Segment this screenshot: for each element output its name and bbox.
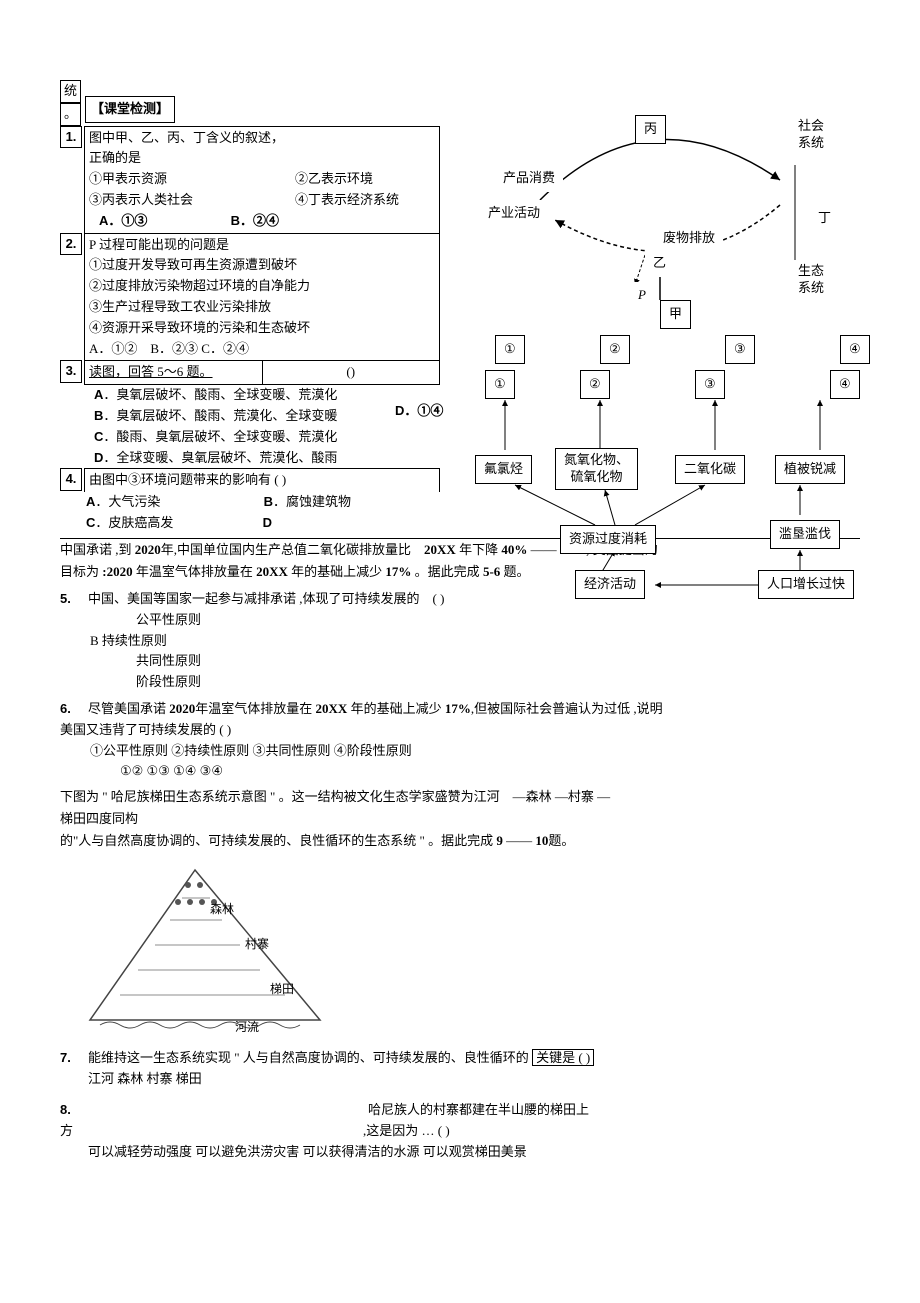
q2-text: P 过程可能出现的问题是 [89, 235, 435, 256]
d1-n3: ③ [725, 335, 755, 364]
d2-renkou: 人口增长过快 [758, 570, 854, 599]
q3-paren: () [262, 360, 441, 385]
q8-text1: 哈尼族人的村寨都建在半山腰的梯田上 [88, 1100, 860, 1121]
q7-text-a: 能维持这一生态系统实现 " 人与自然高度协调的、可持续发展的、良性循环的 [88, 1050, 529, 1065]
q2-line4: ④资源开采导致环境的污染和生态破坏 [89, 318, 435, 339]
pyramid-river: 河流 [235, 1018, 259, 1037]
intro910-line3: 的"人与自然高度协调的、可持续发展的、良性循环的生态系统 " 。据此完成 9 —… [60, 830, 860, 852]
d2-co2: 二氧化碳 [675, 455, 745, 484]
d2-n4: ④ [830, 370, 860, 399]
intro910-line1: 下图为 " 哈尼族梯田生态系统示意图 " 。这一结构被文化生态学家盛赞为江河 —… [60, 786, 860, 808]
q5-opt3: 共同性原则 [60, 651, 860, 672]
q2-line2: ②过度排放污染物超过环境的自净能力 [89, 276, 435, 297]
q1-choiceA: A．①③ [99, 213, 147, 228]
pyramid-diagram: 森林 村寨 梯田 河流 [60, 860, 370, 1040]
d1-chanye: 产业活动 [480, 200, 548, 227]
q3-text: 读图，回答 5～6 题。 [84, 360, 262, 385]
d1-bing: 丙 [635, 115, 666, 144]
q4-optB: B [264, 494, 273, 509]
q2-choiceD: D．①④ [395, 401, 443, 422]
diagram-system: 丙 社会系统 产品消费 产业活动 丁 废物排放 乙 生态系统 P 甲 ① ② ③… [460, 110, 870, 360]
q3-optC: C．酸雨、臭氧层破坏、全球变暖、荒漠化 [84, 427, 440, 448]
q1-opt1: ①甲表示资源 [89, 169, 295, 190]
q1-opt2: ②乙表示环境 [295, 169, 435, 190]
d1-feiwu: 废物排放 [655, 225, 723, 252]
d2-zhibei: 植被锐减 [775, 455, 845, 484]
d1-n4: ④ [840, 335, 870, 364]
q8-opts: 可以减轻劳动强度 可以避免洪涝灾害 可以获得清洁的水源 可以观赏梯田美景 [60, 1142, 860, 1163]
d2-lanken: 滥垦滥伐 [770, 520, 840, 549]
q6-line3: ①公平性原则 ②持续性原则 ③共同性原则 ④阶段性原则 [60, 741, 860, 762]
q6-line2: 美国又违背了可持续发展的 ( ) [60, 720, 860, 741]
q2-line1: ①过度开发导致可再生资源遭到破坏 [89, 255, 435, 276]
d2-fly: 氟氯烃 [475, 455, 532, 484]
q7-opts: 江河 森林 村寨 梯田 [88, 1069, 860, 1090]
q8-text2: 方 [60, 1121, 73, 1142]
d1-p: P [630, 282, 654, 309]
q5-opt1: 公平性原则 [88, 610, 860, 631]
q5-opt4: 阶段性原则 [60, 672, 860, 693]
q3-optA: A．臭氧层破坏、酸雨、全球变暖、荒漠化 [84, 385, 440, 406]
header-dot: 。 [60, 103, 81, 126]
q2-choices: A．①② B．②③ C．②④ [89, 341, 249, 356]
q5-number: 5. [60, 589, 88, 610]
q1-opt4: ④丁表示经济系统 [295, 190, 435, 211]
q4-number: 4. [60, 468, 82, 491]
section-title: 【课堂检测】 [85, 96, 175, 123]
q4-optA: A [86, 494, 95, 509]
d1-yi: 乙 [645, 250, 674, 277]
header-char: 统 [60, 80, 81, 103]
d1-n2: ② [600, 335, 630, 364]
d1-chanpin: 产品消费 [495, 165, 563, 192]
q1-number: 1. [60, 126, 82, 149]
q4-optC: C [86, 515, 95, 530]
pyramid-terrace: 梯田 [270, 980, 294, 999]
q4-optD: D [263, 515, 272, 530]
d1-jia: 甲 [660, 300, 691, 329]
d2-dan: 氮氧化物、硫氧化物 [555, 448, 638, 490]
d1-shehui: 社会系统 [790, 115, 832, 155]
d2-ziyuan: 资源过度消耗 [560, 525, 656, 554]
q3-optB: B．臭氧层破坏、酸雨、荒漠化、全球变暖 [84, 406, 440, 427]
d2-n3: ③ [695, 370, 725, 399]
q8-number: 8. [60, 1100, 88, 1121]
intro910-line2: 梯田四度同构 [60, 808, 860, 830]
q1-text: 图中甲、乙、丙、丁含义的叙述，正确的是 [89, 128, 295, 170]
d1-ding: 丁 [810, 205, 839, 232]
q6-number: 6. [60, 699, 88, 720]
pyramid-village: 村寨 [245, 935, 269, 954]
d2-jingji: 经济活动 [575, 570, 645, 599]
q3-optD: D．全球变暖、臭氧层破坏、荒漠化、酸雨 [84, 448, 440, 469]
d2-n1: ① [485, 370, 515, 399]
d2-n2: ② [580, 370, 610, 399]
d1-shengtai: 生态系统 [790, 260, 832, 300]
q6-text: 尽管美国承诺 2020年温室气体排放量在 20XX 年的基础上减少 17%,但被… [88, 699, 860, 720]
q1-opt3: ③丙表示人类社会 [89, 190, 295, 211]
q6-line4: ①② ①③ ①④ ③④ [60, 761, 860, 782]
q1-choiceB: B．②④ [231, 213, 279, 228]
d1-n1: ① [495, 335, 525, 364]
q4-text: 由图中③环境问题带来的影响有 ( ) [89, 470, 435, 491]
pyramid-forest: 森林 [210, 900, 234, 919]
q7-number: 7. [60, 1048, 88, 1069]
q2-line3: ③生产过程导致工农业污染排放 [89, 297, 435, 318]
diagram-flow: ① ② ③ ④ 氟氯烃 氮氧化物、硫氧化物 二氧化碳 植被锐减 资源过度消耗 滥… [460, 370, 870, 600]
q3-number: 3. [60, 360, 82, 383]
q2-number: 2. [60, 233, 82, 256]
q7-text-b: 关键是 ( ) [532, 1049, 594, 1066]
q8-text3: ,这是因为 … ( ) [73, 1121, 450, 1142]
q5-opt2: B 持续性原则 [60, 631, 860, 652]
